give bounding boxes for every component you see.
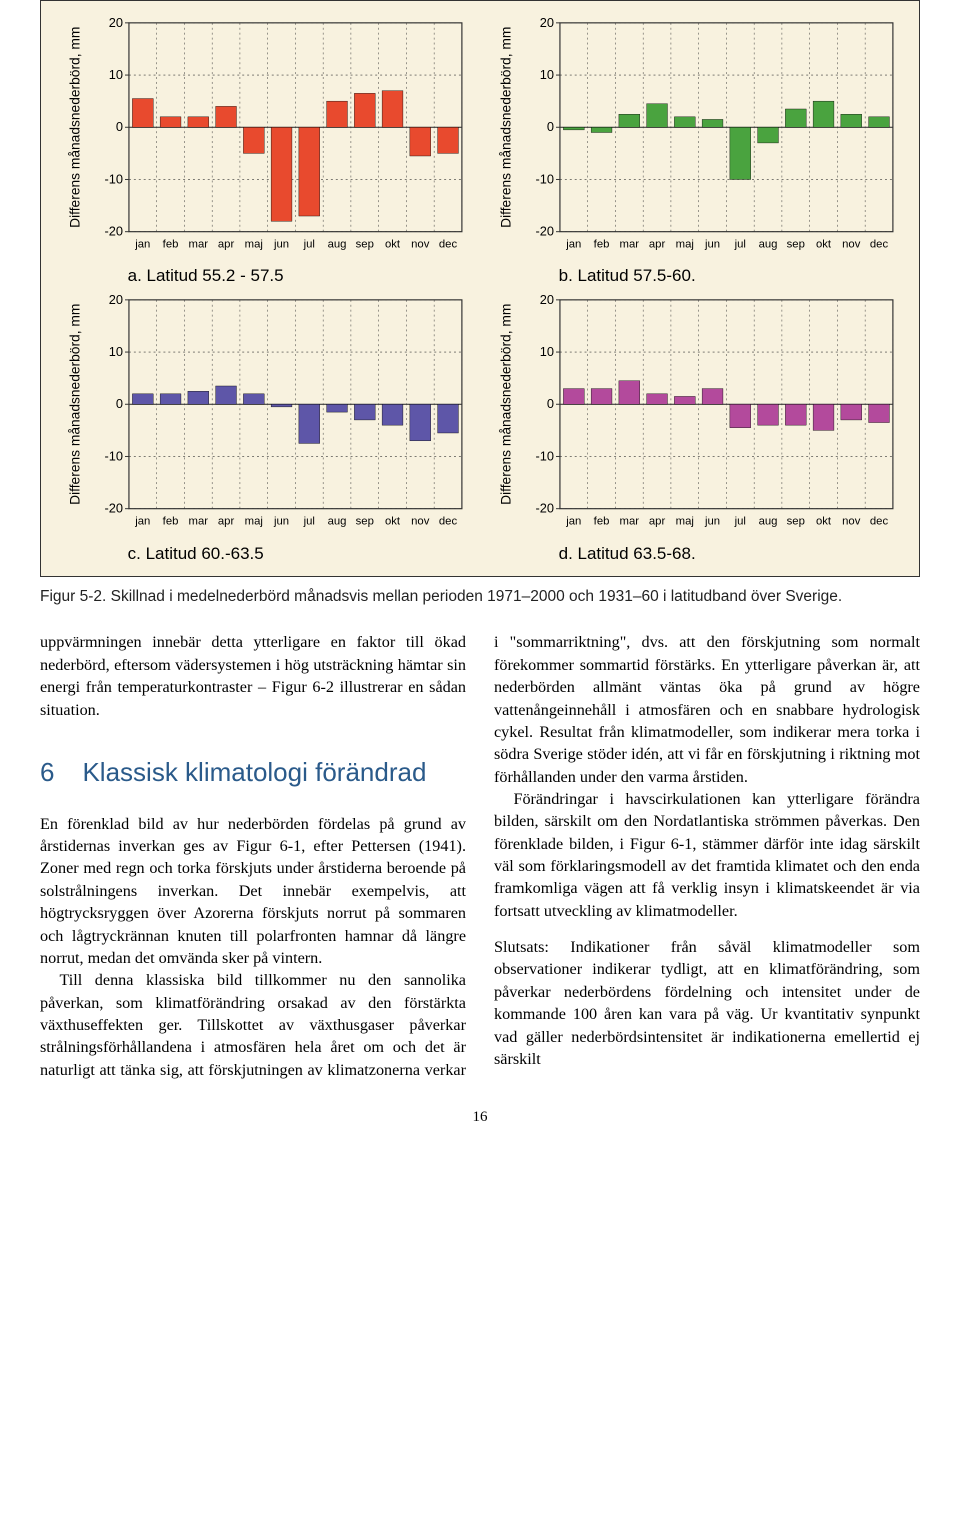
svg-text:sep: sep (786, 238, 804, 250)
svg-text:maj: maj (244, 516, 262, 528)
svg-text:nov: nov (411, 238, 430, 250)
svg-text:20: 20 (108, 15, 122, 30)
svg-text:feb: feb (593, 238, 609, 250)
svg-text:jul: jul (733, 516, 745, 528)
svg-text:apr: apr (217, 238, 234, 250)
svg-text:aug: aug (758, 238, 777, 250)
svg-text:jun: jun (273, 238, 289, 250)
section-heading: 6 Klassisk klimatologi förändrad (40, 755, 466, 791)
svg-text:0: 0 (116, 396, 123, 411)
svg-text:jul: jul (302, 238, 314, 250)
svg-text:okt: okt (816, 516, 832, 528)
svg-text:maj: maj (244, 238, 262, 250)
svg-text:aug: aug (758, 516, 777, 528)
svg-text:Differens månadsnederbörd, mm: Differens månadsnederbörd, mm (67, 27, 82, 228)
svg-text:-20: -20 (535, 501, 554, 516)
figure-caption: Figur 5-2. Skillnad i medelnederbörd mån… (40, 587, 920, 608)
svg-text:sep: sep (786, 516, 804, 528)
page-number: 16 (40, 1109, 920, 1126)
svg-text:jun: jun (273, 516, 289, 528)
svg-text:dec: dec (870, 516, 889, 528)
svg-text:sep: sep (355, 516, 373, 528)
svg-text:20: 20 (108, 292, 122, 307)
paragraph: En förenklad bild av hur nederbörden för… (40, 813, 466, 970)
section-number: 6 (40, 755, 54, 791)
svg-text:0: 0 (116, 119, 123, 134)
chart-b-caption: b. Latitud 57.5-60. (559, 266, 903, 286)
svg-text:20: 20 (539, 292, 553, 307)
chart-d-caption: d. Latitud 63.5-68. (559, 544, 903, 564)
chart-a: 20 10 0 -10 -20 janfebmaraprmajjun jul augsepok… (58, 13, 472, 286)
svg-text:dec: dec (870, 238, 889, 250)
svg-text:apr: apr (217, 516, 234, 528)
svg-text:10: 10 (539, 344, 553, 359)
svg-text:jun: jun (704, 516, 720, 528)
svg-text:-10: -10 (104, 171, 123, 186)
svg-text:dec: dec (439, 516, 458, 528)
svg-text:jul: jul (733, 238, 745, 250)
paragraph: Slutsats: Indikationer från såväl klimat… (494, 936, 920, 1070)
svg-text:-20: -20 (104, 224, 123, 239)
paragraph: uppvärmningen innebär detta ytterligare … (40, 631, 466, 720)
body-text: uppvärmningen innebär detta ytterligare … (40, 631, 920, 1081)
svg-text:mar: mar (188, 516, 208, 528)
chart-c-caption: c. Latitud 60.-63.5 (128, 544, 472, 564)
svg-text:mar: mar (188, 238, 208, 250)
chart-b: 20 10 0 -10 -20 janfebmaraprmajjun jul augsepok… (489, 13, 903, 286)
svg-text:20: 20 (539, 15, 553, 30)
svg-text:okt: okt (385, 238, 401, 250)
svg-text:jan: jan (565, 516, 581, 528)
svg-text:Differens månadsnederbörd, mm: Differens månadsnederbörd, mm (498, 304, 513, 505)
svg-text:maj: maj (675, 516, 693, 528)
svg-text:apr: apr (648, 516, 665, 528)
svg-text:sep: sep (355, 238, 373, 250)
chart-row-2: 20100-10-20janfebmaraprmajjunjulaugsepok… (49, 290, 911, 563)
svg-text:jan: jan (565, 238, 581, 250)
chart-a-caption: a. Latitud 55.2 - 57.5 (128, 266, 472, 286)
svg-text:feb: feb (162, 238, 178, 250)
chart-d: 20 10 0 -10 -20 janfebmaraprmajjun jul augsepok… (489, 290, 903, 563)
svg-text:nov: nov (842, 238, 861, 250)
svg-text:apr: apr (648, 238, 665, 250)
svg-text:Differens månadsnederbörd, mm: Differens månadsnederbörd, mm (498, 27, 513, 228)
svg-text:jul: jul (302, 516, 314, 528)
svg-text:okt: okt (816, 238, 832, 250)
svg-text:nov: nov (842, 516, 861, 528)
svg-text:-10: -10 (535, 171, 554, 186)
paragraph: Förändringar i havscirkulationen kan ytt… (494, 788, 920, 922)
charts-panel: 20100-10-20janfebmaraprmajjunjulaugsepok… (40, 0, 920, 577)
svg-text:aug: aug (327, 516, 346, 528)
svg-text:okt: okt (385, 516, 401, 528)
svg-text:-10: -10 (535, 449, 554, 464)
page: 20100-10-20janfebmaraprmajjunjulaugsepok… (0, 0, 960, 1156)
chart-c: 20 10 0 -10 -20 janfebmaraprmajjun jul augsepok… (58, 290, 472, 563)
svg-text:aug: aug (327, 238, 346, 250)
chart-row-1: 20100-10-20janfebmaraprmajjunjulaugsepok… (49, 13, 911, 286)
svg-text:mar: mar (619, 238, 639, 250)
svg-text:Differens månadsnederbörd, mm: Differens månadsnederbörd, mm (67, 304, 82, 505)
svg-text:jan: jan (134, 238, 150, 250)
svg-text:feb: feb (593, 516, 609, 528)
svg-text:jan: jan (134, 516, 150, 528)
svg-text:feb: feb (162, 516, 178, 528)
svg-text:10: 10 (539, 67, 553, 82)
section-title: Klassisk klimatologi förändrad (82, 757, 426, 788)
svg-text:0: 0 (547, 396, 554, 411)
svg-text:mar: mar (619, 516, 639, 528)
svg-text:dec: dec (439, 238, 458, 250)
svg-text:0: 0 (547, 119, 554, 134)
svg-text:-20: -20 (104, 501, 123, 516)
svg-text:-20: -20 (535, 224, 554, 239)
svg-text:-10: -10 (104, 449, 123, 464)
svg-text:10: 10 (108, 67, 122, 82)
svg-text:10: 10 (108, 344, 122, 359)
svg-text:nov: nov (411, 516, 430, 528)
svg-text:maj: maj (675, 238, 693, 250)
svg-text:jun: jun (704, 238, 720, 250)
